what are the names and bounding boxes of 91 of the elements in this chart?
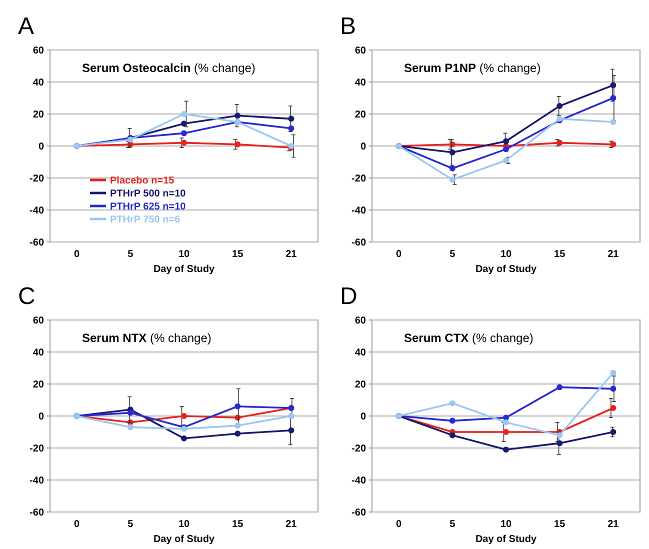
y-tick-label: 40 <box>354 78 366 88</box>
point <box>610 141 616 148</box>
point <box>503 146 509 152</box>
y-tick-label: 60 <box>32 316 44 326</box>
point <box>234 430 241 437</box>
x-tick-label: 21 <box>608 249 620 260</box>
point <box>503 157 509 164</box>
x-tick-label: 5 <box>450 519 456 530</box>
x-tick-label: 21 <box>286 519 298 530</box>
y-tick-label: -40 <box>352 206 366 216</box>
legend-label: PTHrP 625 n=10 <box>110 202 186 212</box>
y-tick-label: -40 <box>30 206 44 216</box>
legend-label: Placebo n=15 <box>110 176 175 186</box>
point <box>503 446 509 453</box>
point <box>181 111 187 117</box>
point <box>181 435 187 442</box>
x-tick-label: 21 <box>286 249 298 260</box>
text: B <box>340 13 356 40</box>
y-tick-label: -60 <box>30 238 44 248</box>
point <box>127 410 134 416</box>
y-tick-label: 60 <box>32 46 44 56</box>
y-tick-label: -60 <box>352 508 366 518</box>
y-tick-label: 40 <box>32 348 44 358</box>
x-tick-label: 5 <box>128 519 134 530</box>
x-axis-title: Day of Study <box>153 534 215 545</box>
y-tick-label: -40 <box>352 476 366 486</box>
y-tick-label: -60 <box>352 238 366 248</box>
x-tick-label: 21 <box>608 519 620 530</box>
y-tick-label: -40 <box>30 476 44 486</box>
x-tick-label: 5 <box>450 249 456 260</box>
text: Serum Osteocalcin (% change) <box>82 61 256 75</box>
y-tick-label: -20 <box>30 174 44 184</box>
text: Serum NTX (% change) <box>82 331 212 345</box>
text: C <box>18 283 36 310</box>
y-tick-label: 40 <box>32 78 44 88</box>
point <box>234 403 241 410</box>
y-tick-label: 40 <box>354 348 366 358</box>
y-tick-label: -20 <box>352 444 366 454</box>
x-tick-label: 10 <box>500 519 512 530</box>
point <box>503 138 509 144</box>
y-tick-label: 20 <box>32 380 44 390</box>
y-tick-label: 60 <box>354 316 366 326</box>
x-axis-title: Day of Study <box>153 264 215 275</box>
x-tick-label: 15 <box>232 519 244 530</box>
y-tick-label: 60 <box>354 46 366 56</box>
point <box>288 116 294 122</box>
y-tick-label: 0 <box>360 142 366 152</box>
x-tick-label: 10 <box>500 249 512 260</box>
point <box>449 432 456 438</box>
point <box>610 405 616 411</box>
y-tick-label: 0 <box>38 142 44 152</box>
x-tick-label: 0 <box>74 249 80 260</box>
point <box>556 140 563 146</box>
y-tick-label: 0 <box>38 412 44 422</box>
point <box>610 386 616 392</box>
point <box>449 176 456 183</box>
text: Serum CTX (% change) <box>404 331 534 345</box>
x-tick-label: 10 <box>178 249 190 260</box>
x-tick-label: 15 <box>554 249 566 260</box>
y-tick-label: 20 <box>354 380 366 390</box>
y-tick-label: -60 <box>30 508 44 518</box>
legend-label: PTHrP 750 n=6 <box>110 214 181 226</box>
point <box>181 140 187 146</box>
x-axis-title: Day of Study <box>475 264 537 275</box>
x-axis-title: Day of Study <box>475 534 537 545</box>
x-tick-label: 0 <box>74 519 80 530</box>
point <box>288 427 294 434</box>
y-tick-label: 20 <box>32 110 44 120</box>
y-tick-label: 0 <box>360 412 366 422</box>
point <box>449 418 456 424</box>
x-tick-label: 0 <box>396 249 402 260</box>
point <box>556 384 563 390</box>
point <box>449 400 456 406</box>
y-tick-label: -20 <box>30 444 44 454</box>
point <box>181 413 187 419</box>
x-tick-label: 10 <box>178 519 190 530</box>
text: Serum P1NP (% change) <box>404 61 541 75</box>
point <box>234 141 241 148</box>
point <box>503 429 509 435</box>
x-tick-label: 5 <box>128 249 134 260</box>
x-tick-label: 15 <box>232 249 244 260</box>
point <box>234 112 241 119</box>
legend-label: PTHrP 500 n=10 <box>110 188 186 200</box>
y-tick-label: 20 <box>354 110 366 120</box>
text: A <box>18 13 34 40</box>
x-tick-label: 0 <box>396 519 402 530</box>
point <box>556 103 563 109</box>
point <box>610 429 616 435</box>
y-tick-label: -20 <box>352 174 366 184</box>
text: D <box>340 283 358 310</box>
x-tick-label: 15 <box>554 519 566 530</box>
